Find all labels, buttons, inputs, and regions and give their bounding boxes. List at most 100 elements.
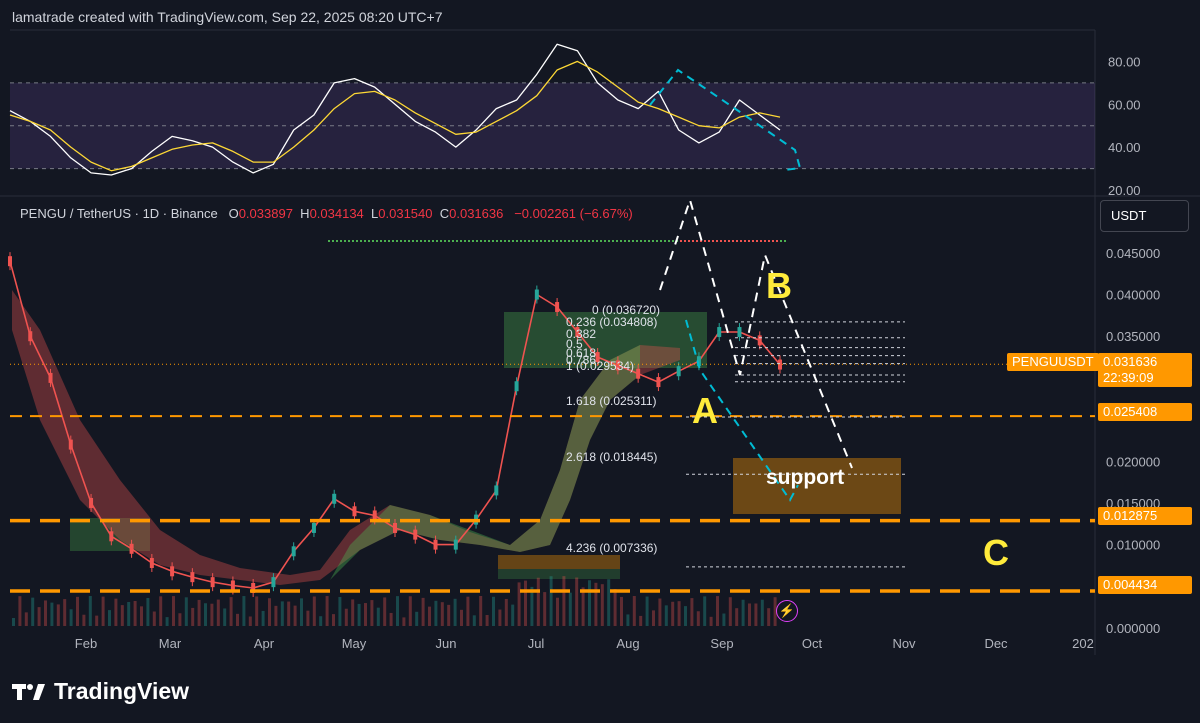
volume-bar-15 — [108, 610, 111, 626]
price-tick-label-0: 0.045000 — [1106, 246, 1160, 261]
volume-bar-31 — [210, 603, 214, 626]
chart-header: lamatrade created with TradingView.com, … — [12, 9, 443, 25]
volume-bar-88 — [575, 577, 579, 626]
volume-bar-34 — [229, 597, 233, 626]
volume-bar-108 — [703, 596, 707, 626]
volume-bar-84 — [549, 576, 553, 626]
candle-body-33 — [676, 366, 681, 377]
tradingview-logo-icon — [12, 683, 45, 700]
annotation-a: A — [692, 390, 718, 431]
candle-body-25 — [514, 381, 519, 392]
volume-bar-90 — [588, 580, 591, 626]
candle-body-35 — [717, 327, 722, 338]
volume-bar-80 — [524, 580, 527, 626]
candle-body-14 — [291, 546, 296, 557]
price-tick-label-5: 0.010000 — [1106, 538, 1160, 553]
candle-body-12 — [251, 582, 256, 593]
candle-body-17 — [352, 506, 357, 517]
level-badge-3: 0.004434 — [1098, 576, 1192, 594]
volume-bar-61 — [402, 617, 406, 626]
candle-body-10 — [210, 577, 215, 588]
tradingview-name: TradingView — [54, 678, 190, 704]
volume-bar-40 — [268, 598, 271, 626]
candle-body-21 — [433, 539, 438, 550]
volume-bar-96 — [626, 614, 630, 626]
close-label: C — [439, 206, 450, 221]
volume-bar-50 — [332, 614, 335, 626]
volume-bar-30 — [204, 603, 207, 626]
volume-bar-1 — [18, 596, 22, 626]
candle-body-27 — [555, 302, 560, 313]
volume-bar-102 — [664, 605, 668, 626]
candle-body-28 — [575, 327, 580, 338]
fib-label-4: 0.618 — [566, 346, 596, 360]
volume-bar-49 — [325, 596, 329, 626]
volume-bar-27 — [184, 597, 188, 626]
volume-bar-35 — [236, 613, 239, 626]
low-zone — [498, 555, 620, 569]
candle-body-11 — [230, 580, 235, 591]
volume-bar-10 — [76, 596, 79, 626]
currency-button[interactable]: USDT — [1100, 200, 1189, 232]
candle-body-3 — [68, 439, 73, 450]
candle-body-31 — [636, 368, 641, 379]
volume-bar-29 — [197, 599, 201, 626]
candle-body-4 — [89, 497, 94, 508]
volume-bar-79 — [517, 582, 521, 626]
volume-bar-65 — [428, 606, 431, 626]
price-projection — [685, 319, 799, 502]
volume-bar-87 — [568, 592, 572, 626]
level-badge-2: 0.012875 — [1098, 507, 1192, 525]
volume-bar-71 — [466, 596, 470, 626]
volume-bar-115 — [748, 603, 751, 626]
x-tick-label-6: Aug — [616, 636, 639, 651]
candle-body-18 — [372, 510, 377, 521]
countdown-badge: 22:39:09 — [1098, 369, 1192, 387]
volume-bar-113 — [735, 608, 739, 626]
volume-bar-63 — [415, 611, 419, 626]
candle-body-19 — [393, 522, 397, 533]
fib-label-2: 0.382 — [566, 327, 596, 341]
low-value: 0.031540 — [378, 206, 433, 221]
lightning-icon[interactable]: ⚡ — [776, 600, 798, 622]
x-tick-label-4: Jun — [436, 636, 457, 651]
volume-bar-60 — [396, 596, 399, 626]
price-tick-label-6: 0.000000 — [1106, 621, 1160, 636]
volume-bar-51 — [338, 597, 342, 626]
volume-bar-33 — [223, 608, 227, 626]
fib-label-5: 0.786 — [566, 353, 596, 367]
volume-bar-22 — [152, 611, 156, 626]
volume-bar-21 — [146, 597, 150, 626]
volume-bar-38 — [255, 596, 259, 626]
support-zone — [733, 458, 901, 514]
volume-bar-3 — [31, 597, 35, 626]
volume-bar-78 — [511, 604, 515, 626]
volume-bar-83 — [543, 592, 547, 626]
volume-bar-98 — [639, 615, 643, 626]
volume-bar-32 — [216, 599, 220, 626]
candle-body-9 — [190, 572, 195, 583]
volume-bar-0 — [12, 618, 15, 626]
volume-bar-64 — [421, 597, 425, 626]
candle-body-1 — [28, 331, 33, 342]
candle-body-2 — [48, 372, 53, 383]
volume-bar-81 — [530, 586, 534, 626]
x-tick-label-11: 202 — [1072, 636, 1094, 651]
volume-bar-67 — [440, 602, 444, 626]
candle-body-29 — [595, 352, 600, 363]
volume-bar-5 — [44, 600, 47, 626]
candle-body-13 — [271, 577, 276, 588]
symbol-label: PENGU / TetherUS · 1D · Binance — [20, 206, 218, 221]
volume-bar-86 — [562, 576, 566, 626]
candle-body-22 — [453, 539, 458, 550]
volume-bar-110 — [716, 596, 719, 626]
x-tick-label-3: May — [342, 636, 367, 651]
volume-bar-20 — [140, 606, 143, 626]
volume-bar-103 — [671, 601, 675, 626]
close-value: 0.031636 — [449, 206, 504, 221]
volume-bar-89 — [581, 587, 585, 626]
volume-bar-8 — [63, 599, 67, 626]
candle-body-20 — [413, 529, 418, 540]
volume-bar-25 — [172, 596, 175, 626]
